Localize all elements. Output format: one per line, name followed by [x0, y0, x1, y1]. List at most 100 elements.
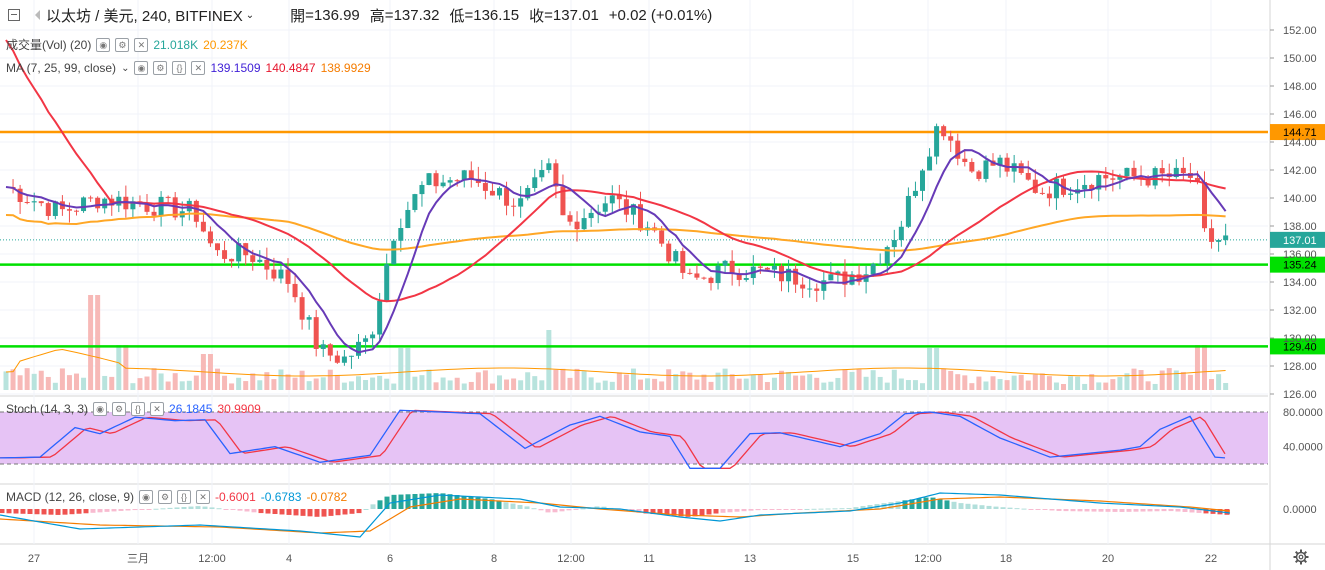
symbol-title[interactable]: 以太坊 / 美元, 240, BITFINEX [46, 7, 243, 25]
macd-hist-bar [545, 509, 551, 513]
macd-hist-bar [517, 505, 523, 509]
candle-body [1004, 157, 1010, 172]
volume-bar [341, 382, 347, 390]
volume-bar [158, 373, 164, 390]
macd-hist-bar [601, 506, 607, 509]
macd-hist-bar [146, 509, 152, 510]
macd-hist-bar [300, 509, 306, 516]
eye-icon[interactable]: ◉ [139, 490, 154, 504]
macd-hist-bar [0, 509, 5, 514]
volume-bar [59, 368, 65, 390]
volume-bar [659, 381, 665, 390]
gear-icon[interactable] [1293, 549, 1309, 565]
gear-icon[interactable]: ⚙ [115, 37, 130, 52]
macd-hist-bar [1119, 509, 1125, 512]
candle-body [1131, 167, 1137, 177]
volume-bar [264, 372, 270, 390]
gear-icon[interactable]: ⚙ [112, 402, 127, 416]
candle-body [292, 283, 298, 298]
candle-body [264, 259, 270, 270]
volume-bar [1216, 374, 1222, 390]
macd-hist-bar [1154, 509, 1160, 512]
candle-body [17, 188, 23, 202]
macd-hist-bar [1133, 509, 1139, 512]
braces-icon[interactable]: {} [131, 402, 146, 416]
macd-hist-bar [1021, 508, 1027, 510]
volume-bar [891, 369, 897, 390]
volume-bar [1018, 374, 1024, 390]
gear-icon[interactable]: ⚙ [158, 490, 173, 504]
candle-body [158, 196, 164, 216]
candle-body [722, 260, 728, 266]
macd-hist-bar [951, 501, 957, 509]
compare-symbol-icon[interactable] [30, 10, 40, 20]
volume-bar [997, 379, 1003, 390]
macd-hist-bar [818, 508, 824, 510]
macd-hist-bar [216, 508, 222, 510]
candle-body [370, 334, 376, 339]
close-icon[interactable]: ✕ [150, 402, 165, 416]
macd-hist-bar [76, 509, 82, 514]
volume-bar [771, 377, 777, 390]
candle-body [236, 243, 242, 262]
candle-body [102, 198, 108, 209]
volume-bar [1202, 345, 1207, 390]
macd-hist-bar [188, 506, 194, 509]
candle-body [250, 255, 256, 262]
time-tick-label: 20 [1102, 553, 1114, 565]
eye-icon[interactable]: ◉ [134, 61, 149, 75]
macd-hist-bar [405, 494, 411, 509]
eye-icon[interactable]: ◉ [93, 402, 108, 416]
volume-bar [447, 380, 453, 390]
volume-bar [426, 369, 432, 390]
volume-bar [856, 369, 862, 390]
volume-bar [941, 368, 947, 390]
candle-body [609, 195, 615, 204]
candle-body [983, 160, 989, 179]
candle-body [215, 243, 220, 251]
macd-hist-bar [230, 509, 236, 510]
volume-bar [334, 374, 340, 390]
macd-hist-bar [888, 502, 894, 509]
volume-bar [257, 380, 263, 390]
minus-square-icon[interactable] [8, 9, 20, 21]
macd-hist-bar [202, 506, 208, 509]
braces-icon[interactable]: {} [177, 490, 192, 504]
volume-bar [616, 372, 622, 390]
macd-hist-bar [412, 494, 418, 509]
macd-hist-bar [531, 508, 537, 510]
braces-icon[interactable]: {} [172, 61, 187, 75]
macd-hist-bar [1168, 509, 1174, 512]
stoch-legend: Stoch (14, 3, 3) ◉ ⚙ {} ✕ 26.1845 30.990… [6, 402, 261, 416]
volume-bar [898, 378, 904, 390]
gear-icon[interactable]: ⚙ [153, 61, 168, 75]
volume-bar [1046, 376, 1052, 390]
volume-bar [1110, 379, 1116, 390]
candle-body [377, 300, 383, 335]
volume-bar [1223, 382, 1229, 390]
settings-button[interactable] [1276, 544, 1325, 570]
macd-hist-bar [958, 503, 964, 509]
candle-body [412, 194, 418, 210]
candle-body [504, 188, 510, 206]
volume-bar [1159, 370, 1165, 390]
volume-bar [1194, 345, 1200, 390]
volume-bar [793, 375, 799, 390]
macd-hist-bar [223, 509, 229, 510]
volume-bar [313, 378, 319, 390]
macd-hist-bar [111, 509, 117, 512]
eye-icon[interactable]: ◉ [96, 37, 111, 52]
candle-body [74, 210, 79, 212]
close-icon[interactable]: ✕ [196, 490, 211, 504]
chevron-down-icon[interactable]: ⌄ [245, 9, 255, 21]
volume-bar [1004, 380, 1010, 390]
macd-hist-bar [167, 507, 173, 509]
volume-bar [285, 374, 291, 390]
volume-bar [560, 368, 566, 390]
volume-bar [95, 295, 101, 390]
macd-hist-bar [685, 509, 691, 517]
macd-hist-bar [1224, 509, 1230, 515]
close-icon[interactable]: ✕ [191, 61, 206, 75]
close-icon[interactable]: ✕ [134, 37, 149, 52]
